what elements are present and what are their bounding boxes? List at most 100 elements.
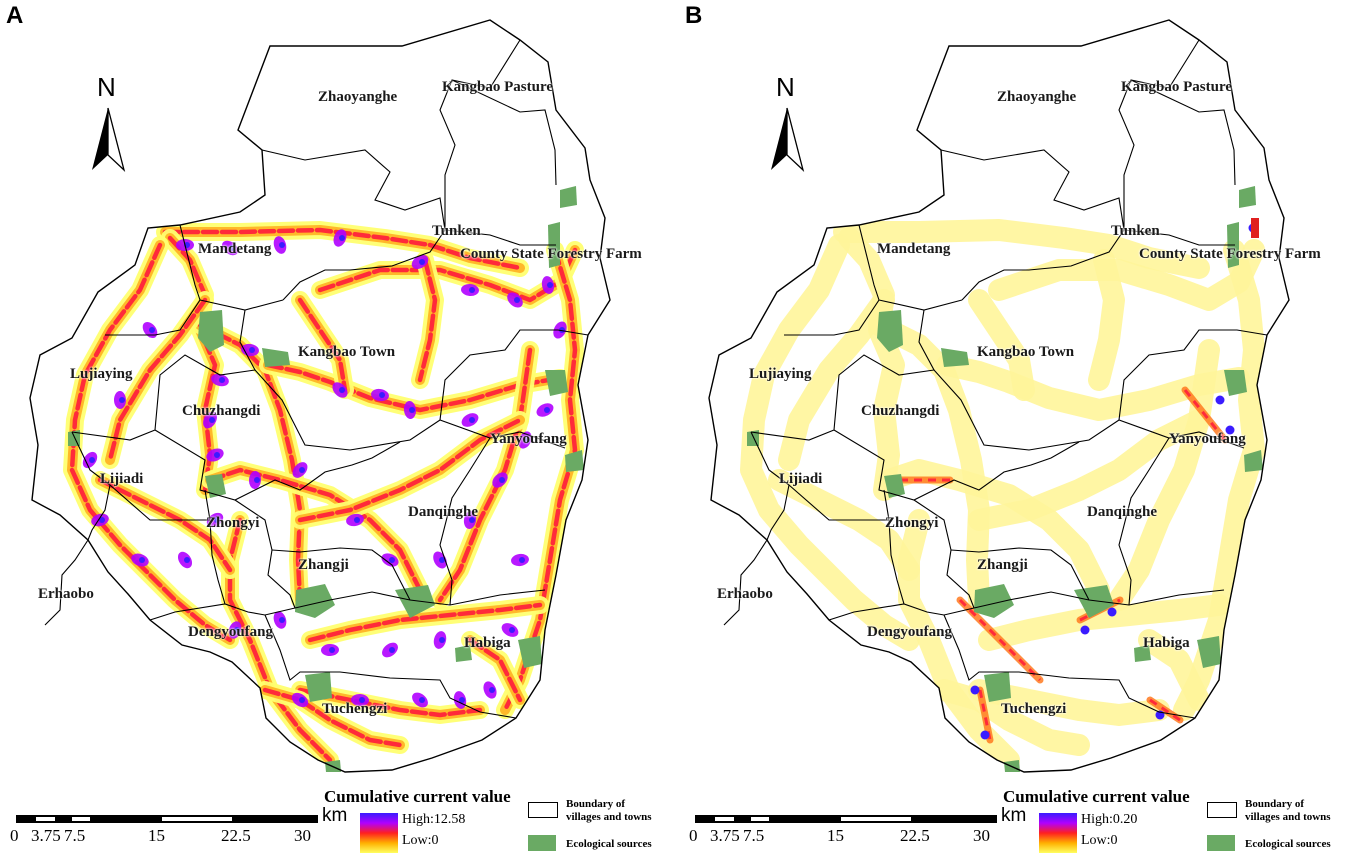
corridor [978,689,992,741]
legend-eco-label: Ecological sources [1245,838,1331,850]
town-label: Chuzhangdi [861,403,940,419]
town-boundary [961,229,1125,301]
scale-tick-label: 7.5 [64,826,86,845]
town-label: Zhongyi [206,515,260,531]
town-label: Kangbao Pasture [1121,79,1232,95]
town-boundary [444,229,556,246]
hotspot [499,477,505,483]
scale-tick-label: 0 [689,826,698,845]
hotspot [279,617,285,623]
town-label: County State Forestry Farm [1139,246,1321,262]
hotspot [419,697,425,703]
legend-boundary-swatch [1207,802,1237,818]
eco-source-patch [974,584,1014,618]
corridor [878,459,1110,601]
hotspot [279,242,285,248]
corridor [978,594,1230,651]
town-boundary [71,431,111,541]
town-boundary [44,539,89,626]
eco-source-patch [518,636,542,668]
town-boundary [439,329,589,421]
north-arrow-icon [771,107,805,173]
scale-tick-label: 3.75 [31,826,61,845]
hotspot [219,377,225,383]
hotspot [559,327,565,333]
corridor [307,602,543,643]
town-boundary [439,39,521,230]
legend-title: Cumulative current value [324,787,511,806]
hotspot [359,697,365,703]
scale-tick-label: 15 [148,826,165,845]
town-label: Zhangji [977,557,1028,573]
scale-tick-label: 0 [10,826,19,845]
town-boundary [154,429,401,501]
eco-source-patch [941,348,969,367]
panel-letter: B [685,2,703,29]
hotspot [519,557,525,563]
town-label: Chuzhangdi [182,403,261,419]
hotspot [254,477,260,483]
scale-tick-label: 30 [294,826,311,845]
town-label: Kangbao Town [298,344,396,360]
corridor [467,637,523,703]
north-label: N [776,72,795,102]
hotspot [214,452,220,458]
hotspot [339,387,345,393]
eco-source-patch [565,450,584,472]
town-boundary [833,429,1080,501]
eco-source-patch [305,672,332,702]
hotspot [544,407,550,413]
town-boundary [254,369,566,451]
town-boundary [1130,79,1236,186]
hotspot [459,697,465,703]
town-boundary [828,589,1225,621]
town-label: County State Forestry Farm [460,246,642,262]
county-boundary [708,19,1290,773]
hotspot [524,437,530,443]
corridor [107,297,208,463]
corridor [1088,249,1125,391]
town-boundary [950,547,1090,601]
town-label: Mandetang [877,241,951,257]
corridor [936,354,1250,421]
hotspot [299,467,305,473]
legend-boundary-swatch [528,802,558,818]
town-boundary [261,149,446,231]
hotspot [547,282,553,288]
corridor [1149,698,1181,722]
hotspot [249,347,255,353]
hotspot [419,259,425,265]
town-boundary [105,224,201,336]
town-label: Tunken [432,223,481,239]
hotspot [214,517,220,523]
hotspot [184,557,190,563]
hotspot [469,517,475,523]
hotspot [980,730,990,740]
town-label: Danqinghe [408,504,479,520]
hotspot [234,627,240,633]
town-label: Lujiaying [70,366,133,382]
town-boundary [271,547,411,601]
corridor [417,257,438,383]
town-boundary [943,614,1196,719]
eco-source-patch [262,348,290,367]
town-boundary [1118,437,1170,606]
hotspot [89,457,95,463]
scale-bar [16,815,318,823]
town-label: Zhongyi [885,515,939,531]
town-boundary [109,484,211,521]
corridor [69,242,233,643]
town-boundaries [723,39,1268,719]
town-label: Lijiadi [100,471,144,487]
eco-source-patch [545,370,568,396]
legend-eco-swatch [528,835,556,851]
town-label: Mandetang [198,241,272,257]
town-boundary [149,589,546,621]
hotspot [139,557,145,563]
town-label: Yanyoufang [1169,431,1246,447]
legend-low-label: Low:0 [1081,833,1118,848]
scale-unit: km [1001,805,1027,826]
north-label: N [97,72,116,102]
scale-tick-label: 22.5 [221,826,251,845]
corridor [933,679,1090,756]
